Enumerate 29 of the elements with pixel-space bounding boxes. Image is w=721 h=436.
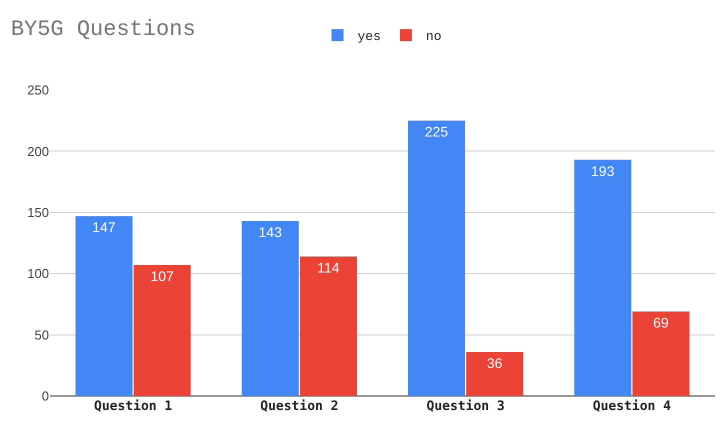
x-tick-label: Question 1 xyxy=(94,399,172,414)
legend-label: yes xyxy=(358,29,381,44)
bar xyxy=(134,265,191,396)
data-label: 143 xyxy=(258,224,282,240)
data-label: 114 xyxy=(317,259,340,276)
bar xyxy=(466,352,524,396)
y-tick-label: 150 xyxy=(27,204,49,220)
data-label: 193 xyxy=(590,162,615,179)
bar xyxy=(300,256,357,396)
y-tick-label: 50 xyxy=(34,327,49,342)
x-tick-label: Question 3 xyxy=(426,399,505,414)
bar xyxy=(632,312,690,396)
bar xyxy=(408,120,466,396)
y-tick-label: 100 xyxy=(27,266,49,282)
data-label: 36 xyxy=(486,354,503,371)
legend-label: no xyxy=(426,29,442,44)
x-tick-label: Question 4 xyxy=(592,399,672,414)
bar xyxy=(574,160,632,396)
data-label: 69 xyxy=(653,314,669,331)
data-label: 225 xyxy=(424,124,448,140)
y-tick-label: 200 xyxy=(27,144,49,159)
data-label: 147 xyxy=(92,219,116,236)
chart-title: BY5G Questions xyxy=(10,17,196,42)
data-label: 107 xyxy=(150,268,174,284)
x-tick-label: Question 2 xyxy=(260,399,339,414)
y-tick-label: 0 xyxy=(42,388,49,404)
y-tick-label: 250 xyxy=(27,82,49,98)
bar xyxy=(242,220,299,396)
bar xyxy=(76,216,133,396)
